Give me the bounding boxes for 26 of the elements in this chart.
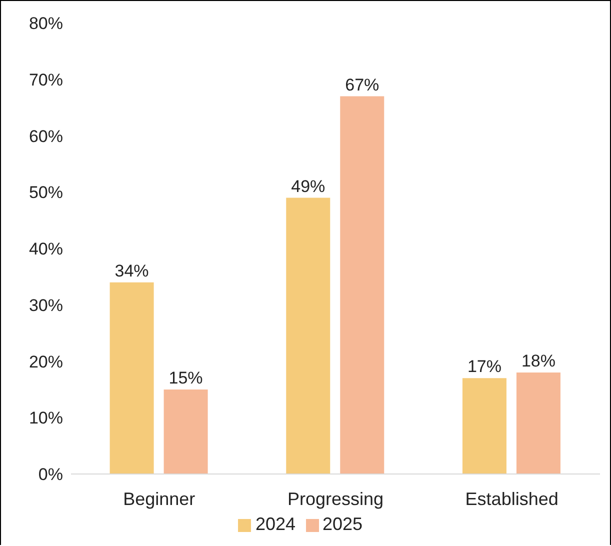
bar <box>340 96 384 474</box>
y-tick-label: 20% <box>28 352 63 372</box>
y-tick-label: 70% <box>28 70 63 90</box>
bar <box>286 198 330 474</box>
bar <box>462 378 506 474</box>
x-tick-label: Progressing <box>287 488 384 509</box>
x-tick-label: Beginner <box>123 488 196 509</box>
y-tick-label: 50% <box>28 183 63 202</box>
x-tick-label: Established <box>465 488 558 509</box>
bar <box>110 282 154 474</box>
bar <box>516 372 560 474</box>
y-tick-label: 80% <box>28 14 63 34</box>
data-label: 15% <box>168 368 203 388</box>
legend-label: 2025 <box>322 514 363 534</box>
y-tick-label: 0% <box>38 465 63 484</box>
bar <box>164 389 208 474</box>
data-label: 67% <box>345 75 380 94</box>
y-tick-label: 10% <box>28 408 63 428</box>
data-label: 34% <box>114 261 149 280</box>
legend-label: 2024 <box>255 514 296 534</box>
data-label: 18% <box>521 352 556 371</box>
y-tick-label: 40% <box>28 240 63 259</box>
data-label: 17% <box>467 357 502 376</box>
y-tick-label: 30% <box>28 296 63 315</box>
data-label: 49% <box>291 176 326 196</box>
y-tick-label: 60% <box>28 126 63 146</box>
